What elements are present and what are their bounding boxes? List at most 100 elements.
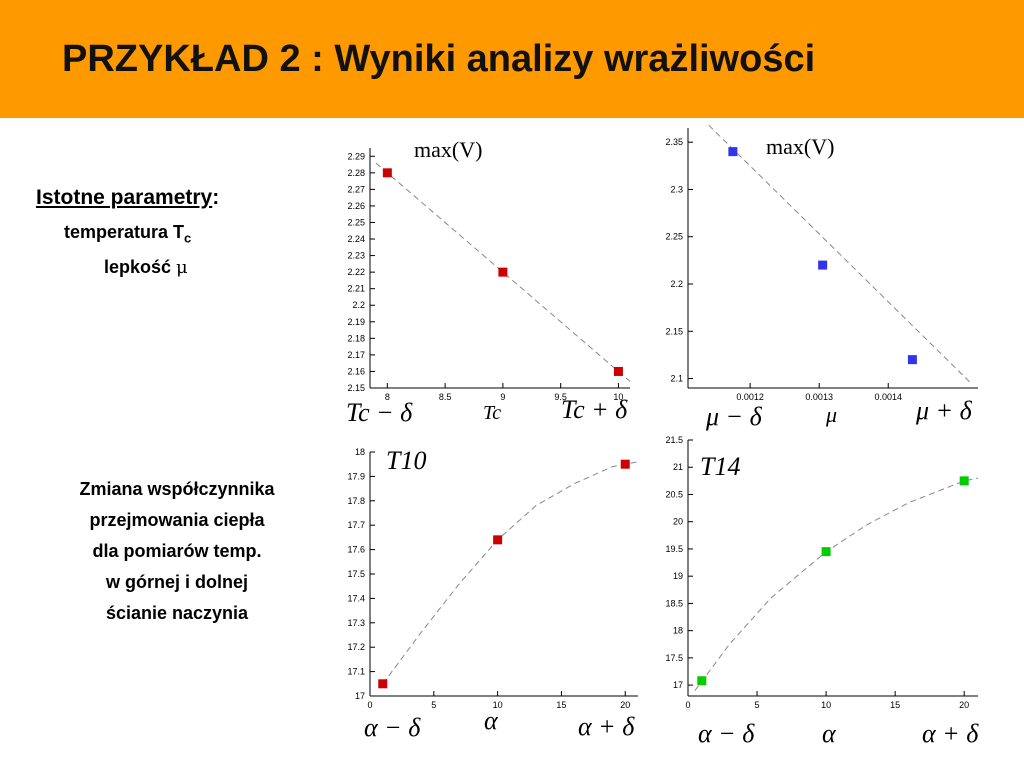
- y-tick-label: 2.22: [347, 267, 365, 277]
- y-tick-label: 17.3: [347, 618, 365, 628]
- data-point: [959, 476, 969, 486]
- y-tick-label: 20: [673, 517, 683, 527]
- y-tick-label: 17.5: [665, 653, 683, 663]
- y-tick-label: 2.1: [670, 374, 683, 384]
- x-tick-label: 5: [755, 700, 760, 710]
- data-point: [821, 547, 831, 557]
- y-tick-label: 2.19: [347, 317, 365, 327]
- mu-label: μ: [826, 402, 838, 427]
- title-banner: PRZYKŁAD 2 : Wyniki analizy wrażliwości: [0, 0, 1024, 118]
- y-tick-label: 17.9: [347, 471, 365, 481]
- params-heading-colon: :: [212, 186, 220, 209]
- x-tick-label: 9: [500, 392, 505, 402]
- data-point: [818, 260, 828, 270]
- y-tick-label: 2.25: [347, 217, 365, 227]
- tc-plus-delta-label: Tc + δ: [561, 395, 628, 424]
- y-tick-label: 2.29: [347, 151, 365, 161]
- tc-minus-delta-label: Tc − δ: [346, 398, 413, 427]
- param-temperature-text: temperatura T: [64, 222, 185, 242]
- x-tick-label: 15: [556, 700, 566, 710]
- params-heading-text: Istotne parametry: [36, 186, 213, 209]
- x-tick-label: 8.5: [439, 392, 452, 402]
- y-tick-label: 2.16: [347, 366, 365, 376]
- y-tick-label: 17.2: [347, 642, 365, 652]
- alpha-plus-delta-label-2: α + δ: [922, 719, 979, 748]
- param-temperature-sub: c: [184, 230, 192, 246]
- y-tick-label: 2.17: [347, 350, 365, 360]
- y-tick-label: 2.15: [347, 383, 365, 393]
- description-line: dla pomiarów temp.: [92, 541, 262, 561]
- x-tick-label: 20: [620, 700, 630, 710]
- y-tick-label: 2.2: [352, 300, 365, 310]
- data-point: [493, 535, 503, 545]
- y-tick-label: 2.21: [347, 284, 365, 294]
- x-tick-label: 8: [385, 392, 390, 402]
- x-tick-label: 0: [367, 700, 372, 710]
- param-viscosity-symbol: μ: [176, 257, 188, 278]
- y-tick-label: 21.5: [665, 435, 683, 445]
- description: Zmiana współczynnika przejmowania ciepła…: [34, 474, 320, 629]
- y-tick-label: 17.7: [347, 520, 365, 530]
- max-v-formula-2: max(V): [766, 134, 835, 159]
- data-point: [498, 267, 508, 277]
- mu-minus-delta-label: μ − δ: [706, 402, 762, 431]
- description-line: w górnej i dolnej: [105, 572, 248, 592]
- y-tick-label: 2.24: [347, 234, 365, 244]
- y-tick-label: 2.3: [670, 184, 683, 194]
- description-line: przejmowania ciepła: [89, 510, 265, 530]
- y-tick-label: 19.5: [665, 544, 683, 554]
- y-tick-label: 2.26: [347, 201, 365, 211]
- y-tick-label: 2.25: [665, 232, 683, 242]
- y-tick-label: 17.8: [347, 496, 365, 506]
- y-tick-label: 2.27: [347, 184, 365, 194]
- x-tick-label: 0.0013: [805, 392, 833, 402]
- data-point: [907, 355, 917, 365]
- trend-line: [708, 124, 972, 384]
- page-title: PRZYKŁAD 2 : Wyniki analizy wrażliwości: [62, 38, 816, 80]
- x-tick-label: 0.0014: [874, 392, 902, 402]
- max-v-formula-1: max(V): [414, 137, 483, 162]
- trend-line: [382, 461, 639, 685]
- y-tick-label: 17.5: [347, 569, 365, 579]
- t10-label: T10: [386, 446, 427, 475]
- data-point: [697, 676, 707, 686]
- y-tick-label: 17.1: [347, 667, 365, 677]
- y-tick-label: 17: [673, 680, 683, 690]
- x-tick-label: 20: [959, 700, 969, 710]
- alpha-minus-delta-label-2: α − δ: [698, 719, 755, 748]
- y-tick-label: 17: [355, 691, 365, 701]
- y-tick-label: 18: [355, 447, 365, 457]
- mu-plus-delta-label: μ + δ: [916, 396, 972, 425]
- y-tick-label: 21: [673, 462, 683, 472]
- x-tick-label: 10: [493, 700, 503, 710]
- y-tick-label: 17.6: [347, 545, 365, 555]
- param-temperature: temperatura Tc: [64, 222, 191, 246]
- x-tick-label: 0.0012: [736, 392, 764, 402]
- x-tick-label: 5: [431, 700, 436, 710]
- y-tick-label: 2.18: [347, 333, 365, 343]
- y-tick-label: 18: [673, 626, 683, 636]
- data-point: [382, 168, 392, 178]
- x-tick-label: 10: [821, 700, 831, 710]
- y-tick-label: 2.23: [347, 251, 365, 261]
- y-tick-label: 19: [673, 571, 683, 581]
- x-tick-label: 9.5: [554, 392, 567, 402]
- x-tick-label: 0: [685, 700, 690, 710]
- t14-label: T14: [700, 452, 741, 481]
- y-tick-label: 2.35: [665, 137, 683, 147]
- y-tick-label: 20.5: [665, 489, 683, 499]
- description-line: ścianie naczynia: [105, 603, 249, 623]
- y-tick-label: 18.5: [665, 598, 683, 608]
- x-tick-label: 10: [613, 392, 623, 402]
- alpha-label-1: α: [484, 706, 498, 735]
- y-tick-label: 17.4: [347, 593, 365, 603]
- tc-label: Tc: [483, 402, 502, 424]
- data-point: [613, 366, 623, 376]
- alpha-plus-delta-label-1: α + δ: [578, 712, 635, 741]
- y-tick-label: 2.2: [670, 279, 683, 289]
- param-viscosity-text: lepkość: [104, 257, 177, 277]
- param-viscosity: lepkość μ: [104, 257, 188, 278]
- trend-line: [694, 477, 979, 691]
- alpha-label-2: α: [822, 719, 836, 748]
